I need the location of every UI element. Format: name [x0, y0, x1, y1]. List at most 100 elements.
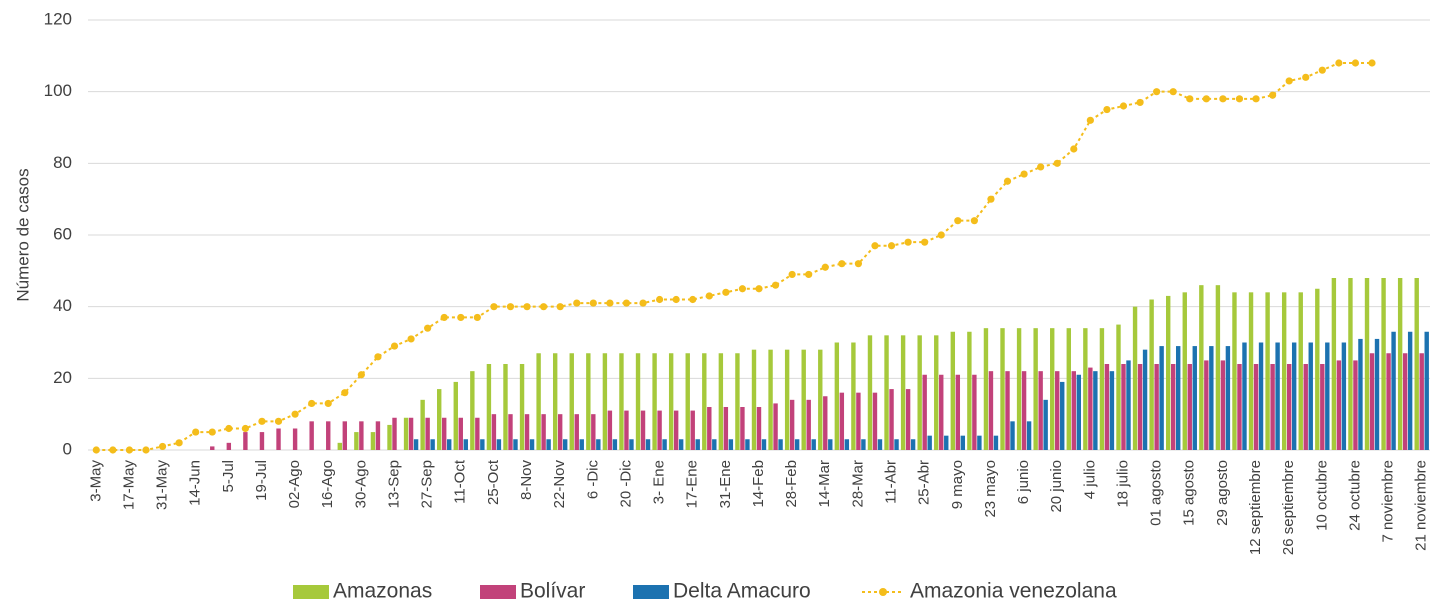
line-point	[457, 313, 465, 322]
bar	[1116, 324, 1121, 450]
bar	[491, 414, 497, 450]
x-tick-label: 14-Jun	[187, 460, 204, 506]
line-point	[556, 303, 564, 311]
bar	[607, 410, 613, 450]
bar	[458, 417, 463, 450]
bar	[768, 349, 773, 450]
line-point	[1285, 77, 1293, 85]
bar	[569, 353, 574, 450]
bar	[707, 407, 712, 450]
y-tick-label: 100	[44, 81, 72, 100]
bar	[1088, 367, 1093, 450]
bar	[591, 414, 596, 450]
bar	[243, 432, 248, 450]
bar	[562, 439, 568, 450]
x-tick-label: 25-Abr	[916, 460, 933, 505]
bar	[1093, 371, 1098, 450]
x-tick-label: 28-Feb	[783, 460, 800, 508]
x-tick-label: 15 agosto	[1181, 460, 1198, 526]
line-point	[639, 299, 647, 307]
bar	[988, 371, 994, 450]
bar	[1154, 364, 1159, 450]
line-point	[937, 231, 945, 239]
bar	[889, 389, 894, 450]
bar	[1419, 353, 1424, 450]
line-point	[854, 260, 863, 268]
bar	[1142, 349, 1148, 450]
x-tick-label: 5-Jul	[220, 460, 237, 493]
line-point	[291, 410, 299, 418]
bar	[712, 439, 717, 450]
line-point	[1169, 88, 1177, 96]
legend-swatch	[480, 585, 516, 599]
y-tick-label: 40	[53, 296, 72, 315]
bar	[839, 392, 845, 450]
line-point	[109, 446, 117, 454]
bar	[226, 442, 232, 450]
x-tick-label: 7 noviembre	[1380, 460, 1397, 543]
bar	[756, 407, 762, 450]
x-tick-label: 30-Ago	[352, 460, 369, 508]
bar	[728, 439, 734, 450]
bar	[856, 392, 861, 450]
bar	[1325, 342, 1330, 450]
bar	[917, 335, 922, 450]
bar	[276, 428, 281, 450]
line-point	[125, 446, 134, 454]
bar	[828, 439, 833, 450]
line-point	[506, 303, 515, 311]
bar	[751, 349, 757, 450]
x-tick-label: 23 mayo	[982, 460, 999, 518]
bar	[1386, 353, 1391, 450]
bar	[1076, 374, 1081, 450]
line-point	[1269, 91, 1277, 99]
bar	[944, 435, 949, 450]
bar	[1232, 292, 1237, 450]
line-point	[887, 242, 896, 250]
bar	[387, 424, 392, 450]
bar	[740, 407, 745, 450]
bar	[574, 414, 579, 450]
x-tick-label: 11-Oct	[452, 459, 469, 504]
bar	[1237, 364, 1242, 450]
x-tick-label: 9 mayo	[949, 460, 966, 509]
line-point	[1235, 95, 1244, 103]
line-point	[672, 295, 680, 304]
bar	[1170, 364, 1176, 450]
line-point	[838, 260, 846, 268]
bar	[662, 439, 667, 450]
bar	[955, 374, 961, 450]
bar	[983, 328, 989, 450]
bar	[695, 439, 700, 450]
line-point	[1368, 59, 1376, 67]
line-point	[374, 353, 382, 361]
bar	[801, 349, 806, 450]
bar	[702, 353, 707, 450]
line-point	[1351, 59, 1360, 67]
line-point	[1037, 163, 1045, 171]
y-tick-label: 80	[53, 153, 72, 172]
bar	[1225, 346, 1231, 450]
line-point	[258, 417, 266, 425]
x-tick-label: 29 agosto	[1214, 460, 1231, 526]
bar	[818, 349, 823, 450]
line-point	[1119, 102, 1128, 110]
bar	[1381, 278, 1386, 450]
bar	[1315, 288, 1320, 450]
line-point	[341, 389, 349, 397]
x-tick-label: 13-Sep	[385, 460, 402, 508]
legend-label: Amazonas	[333, 580, 432, 603]
bar	[1281, 292, 1287, 450]
bar	[392, 417, 397, 450]
y-tick-label: 120	[44, 9, 72, 28]
bar	[1270, 364, 1275, 450]
line-point	[705, 292, 713, 300]
bar	[1391, 331, 1396, 450]
bar	[1275, 342, 1280, 450]
bar	[420, 399, 425, 450]
bar	[586, 353, 591, 450]
x-tick-label: 4 julio	[1081, 460, 1098, 499]
bar	[1175, 346, 1181, 450]
bar	[1021, 371, 1027, 450]
bar	[884, 335, 889, 450]
